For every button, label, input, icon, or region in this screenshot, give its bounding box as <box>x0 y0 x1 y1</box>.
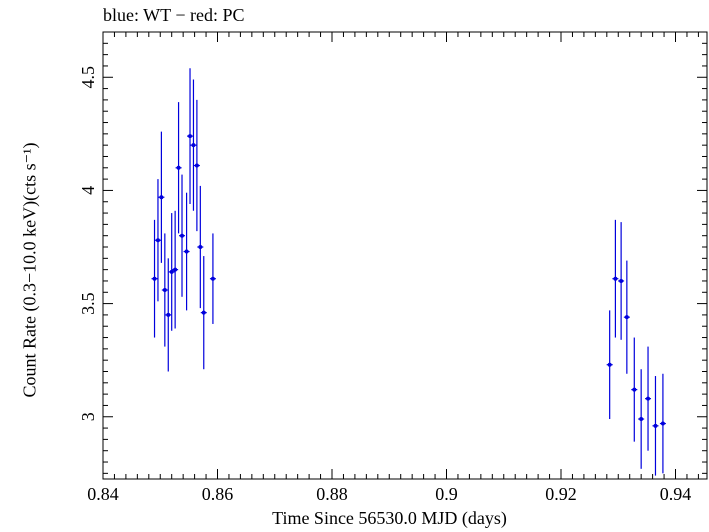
data-point <box>158 131 165 263</box>
chart-title: blue: WT − red: PC <box>103 5 245 25</box>
data-point <box>612 219 619 338</box>
point-marker <box>607 362 612 367</box>
point-marker <box>155 238 160 243</box>
data-point <box>200 256 207 370</box>
y-tick-label: 4 <box>78 186 98 195</box>
data-point <box>645 346 652 451</box>
x-tick-label: 0.84 <box>87 484 119 504</box>
data-point <box>618 222 625 340</box>
point-marker <box>173 267 178 272</box>
plot-frame <box>102 31 708 480</box>
point-marker <box>152 276 157 281</box>
point-marker <box>191 143 196 148</box>
data-point <box>161 233 168 347</box>
data-point <box>179 174 186 297</box>
point-marker <box>184 249 189 254</box>
data-point <box>168 213 175 331</box>
data-point <box>638 369 645 469</box>
data-point <box>631 337 638 442</box>
data-point <box>175 102 182 234</box>
point-marker <box>176 165 181 170</box>
data-point <box>659 373 666 474</box>
data-point <box>165 258 172 372</box>
y-tick-label: 3 <box>78 412 98 421</box>
data-point <box>151 219 158 338</box>
data-point <box>193 99 200 232</box>
x-tick-label: 0.94 <box>660 484 692 504</box>
axis-ticks <box>102 31 707 479</box>
point-marker <box>619 278 624 283</box>
x-tick-label: 0.86 <box>202 484 234 504</box>
y-axis-label: Count Rate (0.3−10.0 keV)(cts s⁻¹) <box>19 142 40 398</box>
point-marker <box>613 276 618 281</box>
point-marker <box>194 163 199 168</box>
point-marker <box>624 315 629 320</box>
axis-tick-labels: 0.84 0.86 0.88 0.9 0.92 0.94 3 3.5 4 4.5 <box>78 66 691 504</box>
point-marker <box>201 310 206 315</box>
point-marker <box>632 387 637 392</box>
data-point <box>154 179 161 302</box>
y-tick-label: 3.5 <box>78 292 98 315</box>
point-marker <box>166 312 171 317</box>
x-tick-label: 0.88 <box>316 484 348 504</box>
x-tick-label: 0.92 <box>545 484 577 504</box>
point-marker <box>198 245 203 250</box>
x-axis-label: Time Since 56530.0 MJD (days) <box>272 508 507 528</box>
data-points <box>151 68 666 476</box>
point-marker <box>180 233 185 238</box>
point-marker <box>169 269 174 274</box>
point-marker <box>639 417 644 422</box>
data-point <box>623 260 630 374</box>
point-marker <box>660 421 665 426</box>
point-marker <box>210 276 215 281</box>
y-tick-label: 4.5 <box>78 66 98 89</box>
point-marker <box>653 423 658 428</box>
data-point <box>209 233 216 324</box>
data-point <box>183 192 190 311</box>
data-point <box>187 68 194 205</box>
data-point <box>190 79 197 211</box>
data-point <box>652 376 659 476</box>
point-marker <box>162 288 167 293</box>
x-tick-label: 0.9 <box>435 484 458 504</box>
data-point <box>606 310 613 420</box>
point-marker <box>646 396 651 401</box>
data-point <box>197 185 204 309</box>
data-point <box>172 210 179 329</box>
point-marker <box>188 134 193 139</box>
point-marker <box>159 195 164 200</box>
